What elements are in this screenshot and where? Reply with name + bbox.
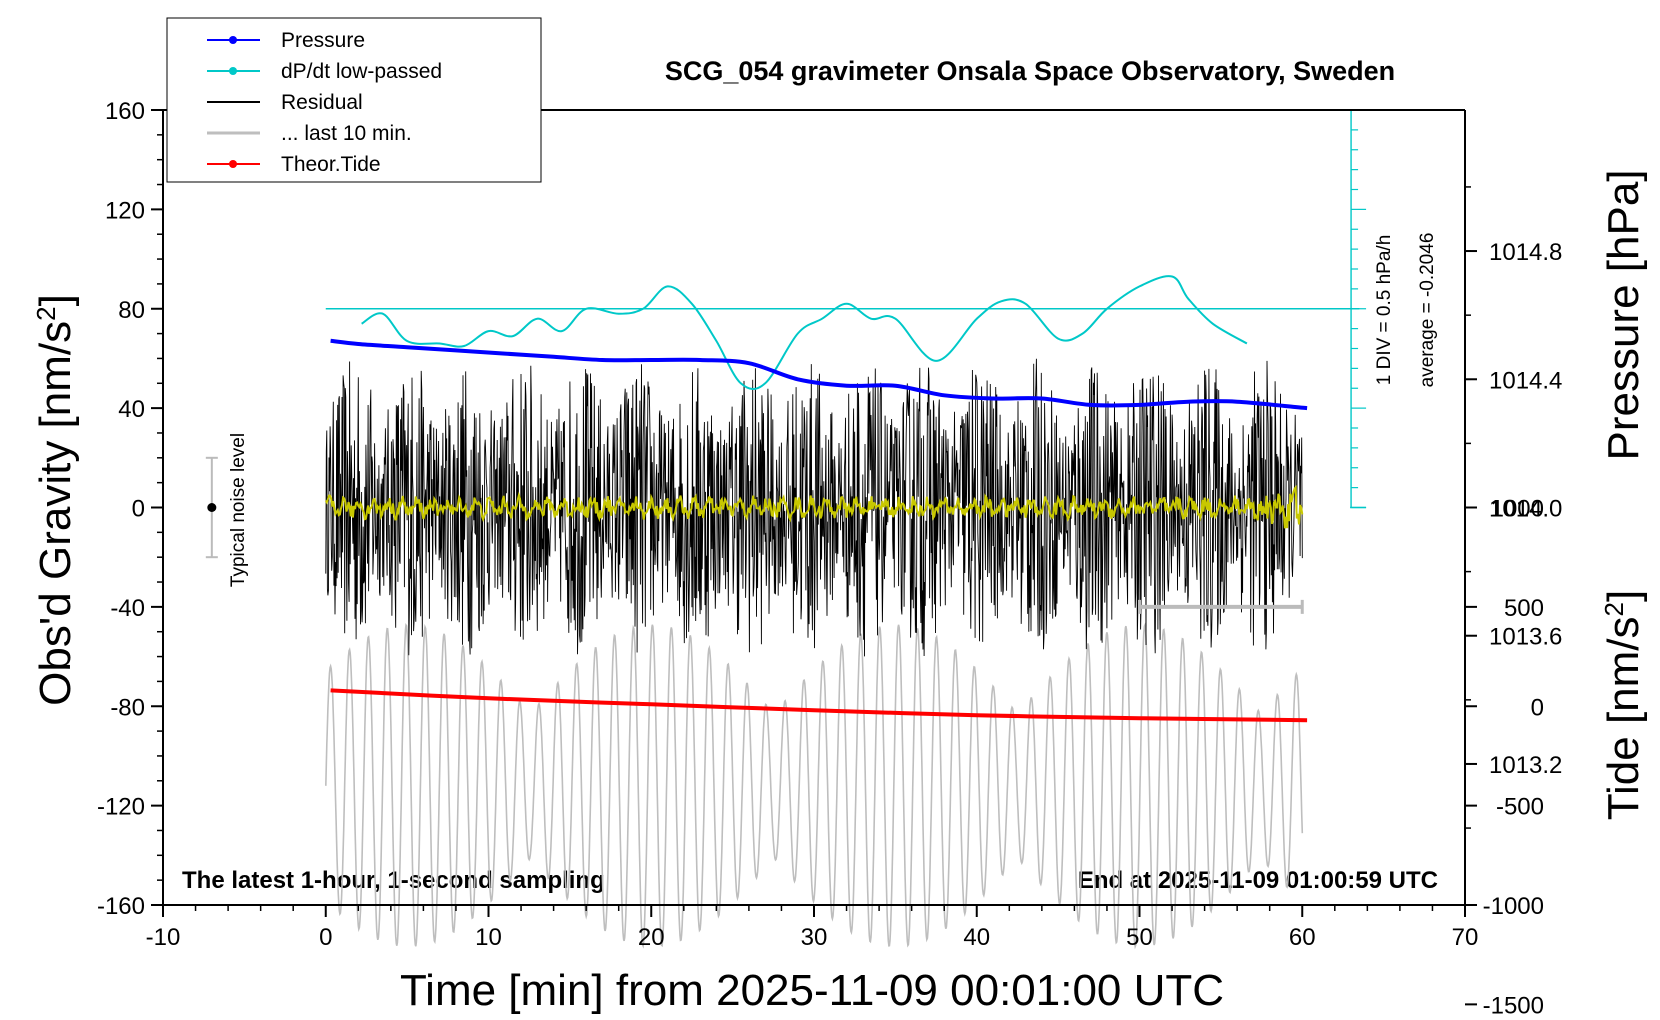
y-axis-left-title: Obs'd Gravity [nm/s2] xyxy=(31,294,80,706)
legend-swatch-marker xyxy=(229,36,237,44)
y-axis-tide-tick-label: 0 xyxy=(1531,694,1544,721)
y-axis-tide-tick-label: 500 xyxy=(1504,595,1544,622)
y-axis-pressure-tick-label: 1013.6 xyxy=(1489,624,1562,651)
dpdt-series-line xyxy=(361,275,1248,391)
y-axis-left-tick-label: -160 xyxy=(97,893,145,920)
tide-gray-series-line xyxy=(325,622,1304,950)
y-axis-left-title-main: Obs'd Gravity [nm/s xyxy=(31,321,80,706)
y-axis-left-tick-label: 80 xyxy=(118,297,145,324)
y-axis-tide-title-close: ] xyxy=(1599,590,1648,602)
y-axis-pressure-tick-label: 1013.2 xyxy=(1489,752,1562,779)
x-axis-tick-label: 70 xyxy=(1452,924,1479,951)
x-axis-tick-label: 60 xyxy=(1289,924,1316,951)
y-axis-left-tick-label: 160 xyxy=(105,98,145,125)
legend-box xyxy=(166,17,542,183)
y-axis-left-tick-label: -120 xyxy=(97,794,145,821)
x-axis-tick-label: 20 xyxy=(638,924,665,951)
x-axis-tick-label: 10 xyxy=(475,924,502,951)
y-axis-tide-title-sup: 2 xyxy=(1599,602,1629,616)
legend-label: Residual xyxy=(281,91,363,114)
y-axis-left-tick-label: 120 xyxy=(105,197,145,224)
legend-label: Theor.Tide xyxy=(281,153,381,176)
y-axis-left-tick-label: 0 xyxy=(132,496,145,523)
x-axis-tick-label: -10 xyxy=(146,924,181,951)
y-axis-left-tick-label: 40 xyxy=(118,396,145,423)
noise-bar-dot xyxy=(207,503,217,512)
x-axis-title: Time [min] from 2025-11-09 00:01:00 UTC xyxy=(400,966,1224,1015)
last-10-min-series-line xyxy=(324,484,1304,529)
scale-bar-avg-label: average = -0.2046 xyxy=(1417,233,1438,388)
legend-label: dP/dt low-passed xyxy=(281,60,442,83)
x-axis-tick-label: 30 xyxy=(801,924,828,951)
legend-label: Pressure xyxy=(281,29,365,52)
legend: Pressure dP/dt low-passed Residual ... last… xyxy=(166,17,542,183)
x-axis-tick-label: 50 xyxy=(1126,924,1153,951)
legend-swatch-marker xyxy=(229,160,237,168)
y-axis-pressure-tick-label: 1014.0 xyxy=(1489,496,1562,523)
scale-bar-div-label: 1 DIV = 0.5 hPa/h xyxy=(1374,235,1395,386)
chart-title: SCG_054 gravimeter Onsala Space Observat… xyxy=(665,56,1395,86)
y-axis-tide-title-main: Tide [nm/s xyxy=(1599,616,1648,820)
y-axis-left-tick-label: -40 xyxy=(110,595,145,622)
y-axis-tide-title: Tide [nm/s2] xyxy=(1599,590,1648,820)
y-axis-left-tick-label: -80 xyxy=(110,694,145,721)
series-layer xyxy=(205,109,1367,950)
y-axis-tide-tick-label: 1000 xyxy=(1491,496,1544,523)
legend-label: ... last 10 min. xyxy=(281,122,412,145)
y-axis-left-title-sup: 2 xyxy=(31,306,61,320)
y-axis-pressure-title: Pressure [hPa] xyxy=(1599,169,1648,460)
x-axis-tick-label: 0 xyxy=(319,924,332,951)
y-axis-pressure-tick-label: 1014.8 xyxy=(1489,239,1562,266)
legend-swatch-marker xyxy=(229,67,237,75)
y-axis-left-title-close: ] xyxy=(31,294,80,306)
theor-tide-series-line xyxy=(330,688,1308,723)
x-axis-tick-label: 40 xyxy=(963,924,990,951)
y-axis-tide-tick-label: -1000 xyxy=(1483,893,1544,920)
y-axis-tide-tick-label: -1500 xyxy=(1483,992,1544,1019)
axes-layer: -10 0 10 20 30 40 50 60 70 160 120 80 40 0 -40 -80 -120 -… xyxy=(97,98,1562,1019)
y-axis-pressure-tick-label: 1014.4 xyxy=(1489,367,1562,394)
y-axis-tide-tick-label: -500 xyxy=(1496,794,1544,821)
pressure-series-line xyxy=(330,338,1308,411)
noise-level-label: Typical noise level xyxy=(228,433,249,587)
